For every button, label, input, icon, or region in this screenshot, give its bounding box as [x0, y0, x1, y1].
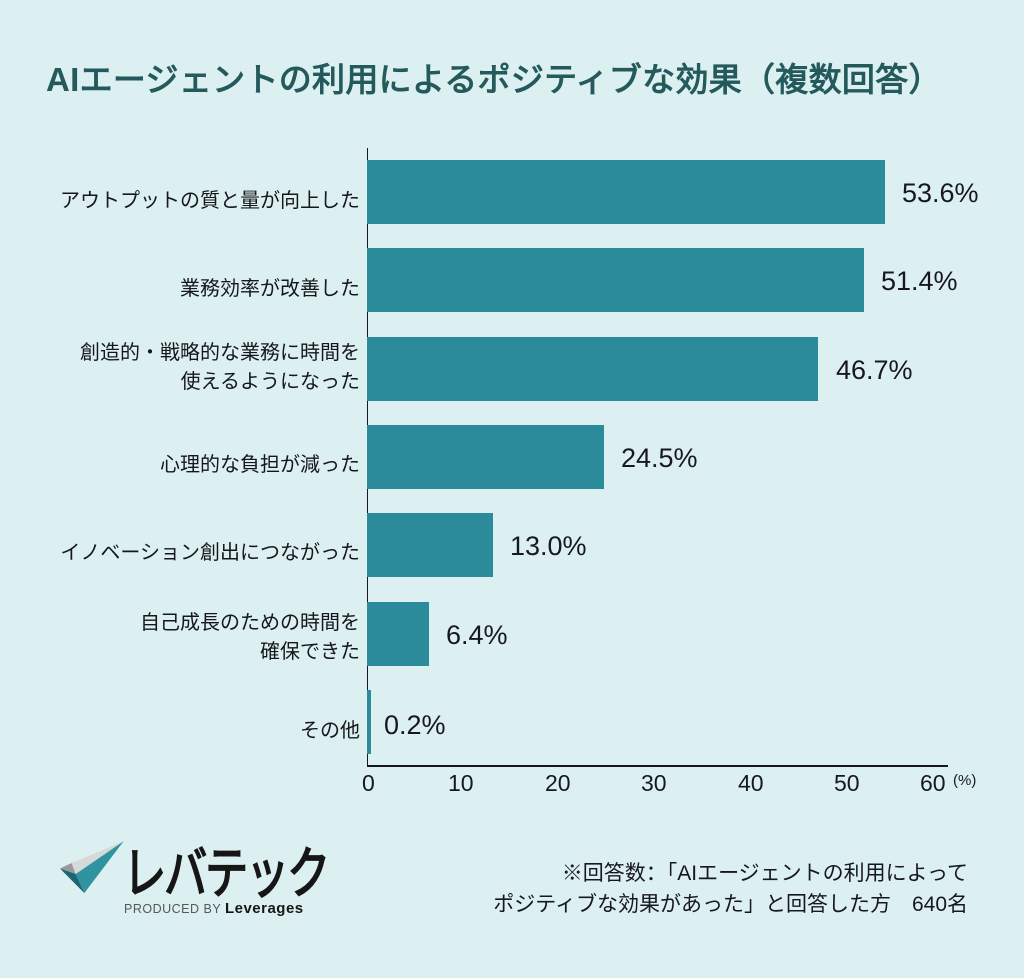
svg-text:レバテック: レバテック [123, 842, 328, 905]
svg-text:PRODUCED BY Leverages: PRODUCED BY Leverages [124, 900, 304, 917]
